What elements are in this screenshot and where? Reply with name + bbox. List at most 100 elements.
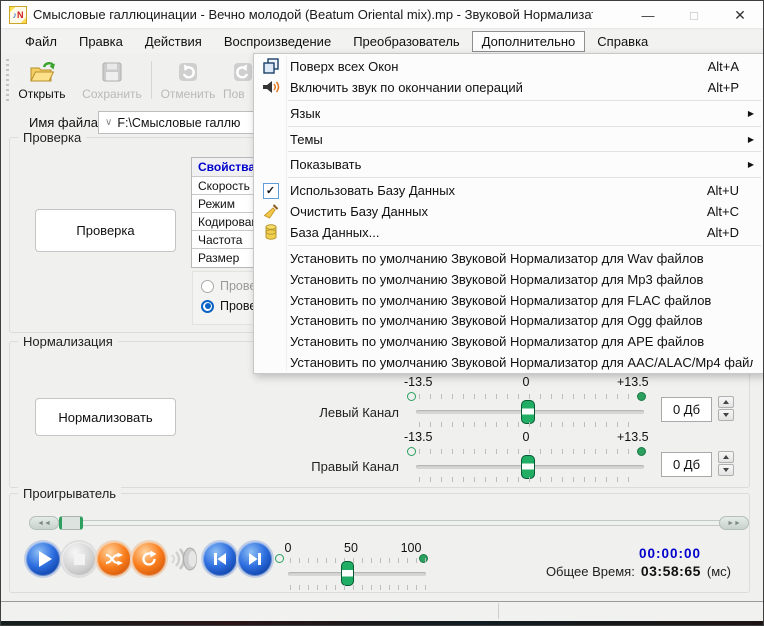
scale-max-label: +13.5	[617, 375, 649, 389]
mute-button[interactable]	[168, 542, 202, 576]
menu-separator	[288, 99, 761, 101]
radio-label: Прове	[220, 279, 257, 293]
left-channel-value[interactable]: 0 Дб	[661, 397, 712, 422]
status-bar-divider	[498, 603, 499, 619]
menu-item-label: Очистить Базу Данных	[290, 204, 428, 220]
menu-playback[interactable]: Воспроизведение	[223, 34, 332, 49]
slider-max-marker	[637, 392, 646, 401]
left-channel-label: Левый Канал	[319, 405, 399, 420]
right-channel-slider-thumb[interactable]	[521, 455, 535, 479]
left-channel-stepper	[718, 396, 734, 422]
shuffle-button[interactable]	[97, 542, 131, 576]
stop-button[interactable]	[62, 542, 96, 576]
play-button[interactable]	[26, 542, 60, 576]
menu-item-label: Установить по умолчанию Звуковой Нормали…	[290, 334, 705, 350]
repeat-icon	[142, 550, 157, 566]
menu-actions[interactable]: Действия	[144, 34, 202, 49]
menu-file[interactable]: Файл	[25, 34, 57, 49]
seek-back-button[interactable]: ◄◄	[29, 516, 59, 530]
menu-item-themes[interactable]: Темы ▶	[254, 129, 763, 150]
menu-item-language[interactable]: Язык ▶	[254, 103, 763, 124]
menu-item-shortcut: Alt+A	[707, 58, 739, 74]
slider-min-marker	[407, 392, 416, 401]
play-icon	[38, 551, 52, 567]
undo-button[interactable]: Отменить	[157, 58, 219, 104]
speaker-icon	[261, 78, 280, 96]
menu-item-label: Показывать	[290, 157, 362, 173]
next-button[interactable]	[238, 542, 272, 576]
menu-edit[interactable]: Правка	[78, 34, 123, 49]
menu-help[interactable]: Справка	[597, 34, 649, 49]
menu-item-use-database[interactable]: ✓ Использовать Базу Данных Alt+U	[254, 180, 763, 201]
menu-item-label: Установить по умолчанию Звуковой Нормали…	[290, 292, 712, 308]
open-button[interactable]: Открыть	[11, 58, 73, 104]
scale-max-label: +13.5	[617, 430, 649, 444]
total-time-label: Общее Время:	[545, 564, 635, 579]
check-glyph: ✓	[262, 182, 279, 199]
scale-mid-label: 0	[522, 430, 530, 444]
menu-item-clear-database[interactable]: Очистить Базу Данных Alt+C	[254, 201, 763, 222]
menu-item-label: Установить по умолчанию Звуковой Нормали…	[290, 250, 704, 266]
check-button[interactable]: Проверка	[35, 209, 176, 252]
file-name-value: F:\Смысловые галлю	[117, 115, 241, 130]
player-group-title: Проигрыватель	[18, 486, 122, 501]
menu-item-default-ape[interactable]: Установить по умолчанию Звуковой Нормали…	[254, 331, 763, 352]
window-bottom-edge	[1, 621, 763, 625]
volume-tick-label: 0	[284, 541, 292, 555]
previous-button[interactable]	[203, 542, 237, 576]
left-channel-slider-thumb[interactable]	[521, 400, 535, 424]
open-folder-icon	[11, 58, 73, 86]
right-channel-stepper	[718, 451, 734, 477]
normalize-button[interactable]: Нормализовать	[35, 398, 176, 436]
close-button[interactable]: ✕	[734, 6, 746, 23]
volume-slider[interactable]	[288, 572, 426, 576]
step-down-button[interactable]	[718, 409, 734, 421]
menu-item-always-on-top[interactable]: Поверх всех Окон Alt+A	[254, 56, 763, 77]
save-button[interactable]: Сохранить	[77, 58, 147, 104]
maximize-button[interactable]: □	[690, 7, 698, 23]
menu-item-default-wav[interactable]: Установить по умолчанию Звуковой Нормали…	[254, 248, 763, 269]
previous-icon	[214, 553, 226, 565]
radio-option-1[interactable]: Прове	[201, 279, 256, 293]
step-down-button[interactable]	[718, 464, 734, 476]
seek-bar[interactable]: ◄◄ ►►	[29, 515, 749, 531]
menu-item-default-mp3[interactable]: Установить по умолчанию Звуковой Нормали…	[254, 269, 763, 290]
menu-converter[interactable]: Преобразователь	[353, 34, 460, 49]
minimize-button[interactable]: —	[641, 7, 655, 23]
redo-button[interactable]: Пов	[221, 58, 281, 104]
menu-item-shortcut: Alt+U	[706, 183, 739, 199]
stop-icon	[73, 553, 85, 565]
menu-bar: Файл Правка Действия Воспроизведение Пре…	[1, 30, 763, 53]
step-up-button[interactable]	[718, 451, 734, 463]
total-time-row: Общее Время: 03:58:65 (мс)	[546, 563, 731, 579]
menu-item-default-ogg[interactable]: Установить по умолчанию Звуковой Нормали…	[254, 310, 763, 331]
scale-mid-label: 0	[522, 375, 530, 389]
menu-item-default-flac[interactable]: Установить по умолчанию Звуковой Нормали…	[254, 290, 763, 311]
menu-item-sound-on-finish[interactable]: Включить звук по окончании операций Alt+…	[254, 77, 763, 98]
menu-item-default-aac[interactable]: Установить по умолчанию Звуковой Нормали…	[254, 352, 763, 373]
normalization-group-title: Нормализация	[18, 334, 118, 349]
volume-slider-thumb[interactable]	[341, 561, 354, 586]
seek-track[interactable]	[31, 520, 747, 526]
menu-extras[interactable]: Дополнительно	[471, 31, 586, 52]
radio-option-2[interactable]: Прове	[201, 299, 256, 313]
window-title: Смысловые галлюцинации - Вечно молодой (…	[33, 7, 593, 22]
total-time-value: 03:58:65	[640, 563, 701, 579]
windows-stack-icon	[261, 57, 280, 75]
scale-min-label: -13.5	[404, 430, 433, 444]
radio-selected-icon	[201, 299, 214, 313]
repeat-button[interactable]	[132, 542, 166, 576]
table-row: Режим	[192, 195, 280, 213]
check-group-title: Проверка	[18, 130, 87, 145]
right-channel-value[interactable]: 0 Дб	[661, 452, 712, 477]
file-name-combobox[interactable]: ∨ F:\Смысловые галлю	[98, 111, 254, 134]
menu-item-show[interactable]: Показывать ▶	[254, 154, 763, 175]
seek-forward-button[interactable]: ►►	[719, 516, 749, 530]
menu-item-database[interactable]: База Данных... Alt+D	[254, 222, 763, 243]
tick-marks	[290, 558, 426, 563]
step-up-button[interactable]	[718, 396, 734, 408]
seek-thumb[interactable]	[59, 516, 83, 530]
volume-min-marker	[275, 554, 284, 563]
scale-min-label: -13.5	[404, 375, 433, 389]
redo-arrow-icon	[223, 58, 281, 86]
